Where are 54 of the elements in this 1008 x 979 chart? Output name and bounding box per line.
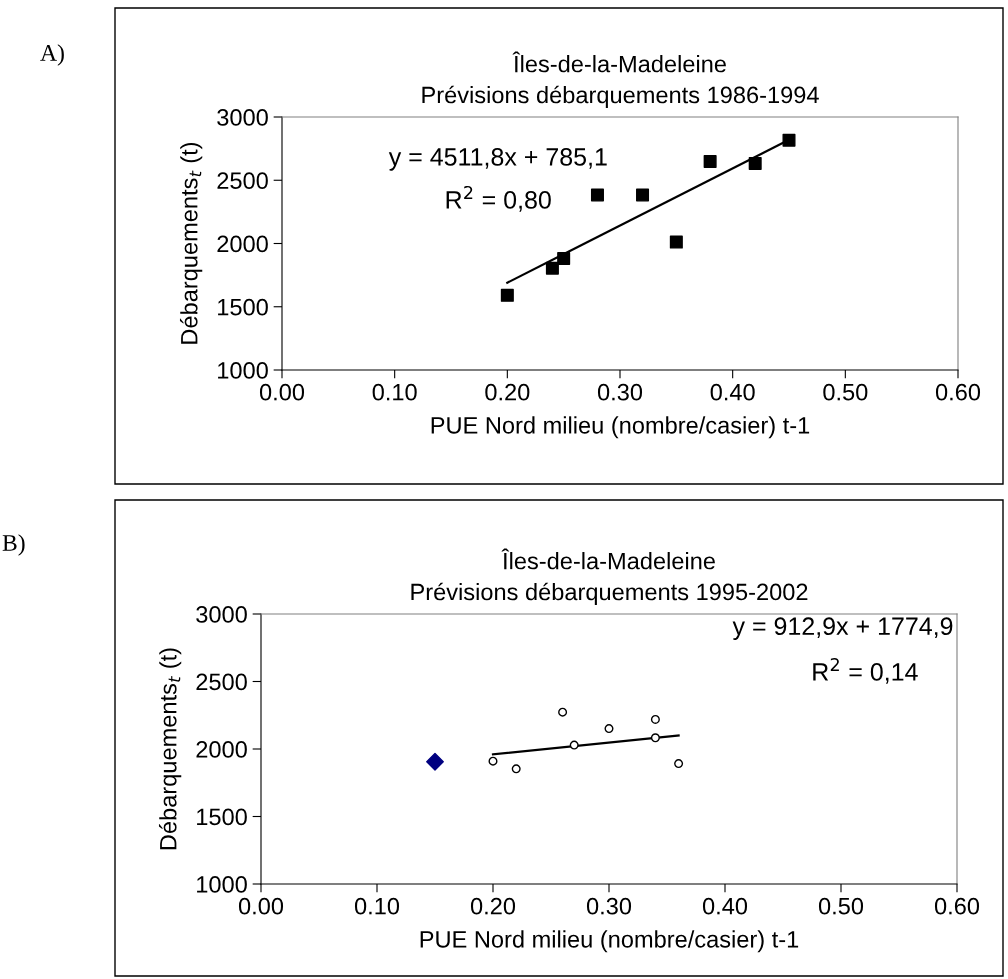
x-tick-label: 0.40 [710, 383, 755, 401]
text: A) [40, 44, 64, 66]
point [545, 261, 559, 275]
annotation: y = 912,9x + 1774,9 [732, 617, 953, 640]
point [650, 733, 660, 743]
chart-title: Îles-de-la-Madeleine Prévisions débarquements 1986-1994 [422, 51, 819, 109]
y-tick-label: 2500 [196, 673, 247, 691]
point [558, 707, 568, 717]
y-tick-label: 1000 [218, 362, 268, 379]
x-tick-label: 0.20 [470, 897, 516, 915]
x-tick-label: 0.30 [597, 383, 643, 401]
point [674, 759, 684, 769]
point [782, 133, 796, 147]
chart-title: Îles-de-la-Madeleine Prévisions débarquements 1995-2002 [411, 548, 808, 606]
x-axis-title: PUE Nord milieu (nombre/casier) t-1 [420, 930, 799, 953]
y-axis-title: Débarquements$_{t}$ (t) [179, 142, 203, 344]
point [604, 724, 614, 734]
x-tick-label: 0.50 [818, 897, 864, 915]
point [569, 740, 579, 750]
x-tick-label: 0.00 [238, 897, 284, 915]
x-tick-label: 0.20 [485, 383, 530, 401]
point [557, 252, 571, 266]
annotation: R$^{2}$ = 0,14 [813, 657, 918, 684]
point [650, 714, 660, 724]
x-tick-label: 0.30 [586, 897, 632, 915]
y-axis-title: Débarquements$_{t}$ (t) [158, 648, 182, 850]
x-tick-label: 0.40 [702, 897, 748, 915]
annotation: R$^{2}$ = 0,80 [446, 185, 551, 212]
point [500, 288, 514, 302]
x-tick-label: 0.10 [354, 897, 400, 915]
point [703, 155, 717, 169]
x-tick-label: 0.60 [934, 897, 980, 915]
y-tick-label: 1000 [197, 876, 247, 893]
point [511, 764, 521, 774]
point [590, 188, 604, 202]
y-tick-label: 2500 [217, 172, 268, 190]
x-tick-label: 0.60 [935, 383, 981, 401]
point [748, 157, 762, 171]
point [669, 235, 683, 249]
y-tick-label: 3000 [196, 606, 247, 623]
y-tick-label: 2000 [196, 741, 247, 758]
x-tick-label: 0.50 [823, 383, 868, 401]
y-tick-label: 3000 [217, 109, 268, 126]
point [426, 752, 444, 771]
point [488, 756, 498, 766]
y-tick-label: 2000 [217, 235, 268, 253]
x-tick-label: 0.10 [372, 383, 417, 401]
x-tick-label: 0.00 [259, 383, 305, 401]
y-tick-label: 1500 [218, 298, 268, 316]
text: B) [2, 534, 25, 556]
point [636, 188, 650, 202]
annotation: y = 4511,8x + 785,1 [388, 148, 607, 171]
y-tick-label: 1500 [197, 808, 247, 826]
x-axis-title: PUE Nord milieu (nombre/casier) t-1 [431, 416, 810, 439]
